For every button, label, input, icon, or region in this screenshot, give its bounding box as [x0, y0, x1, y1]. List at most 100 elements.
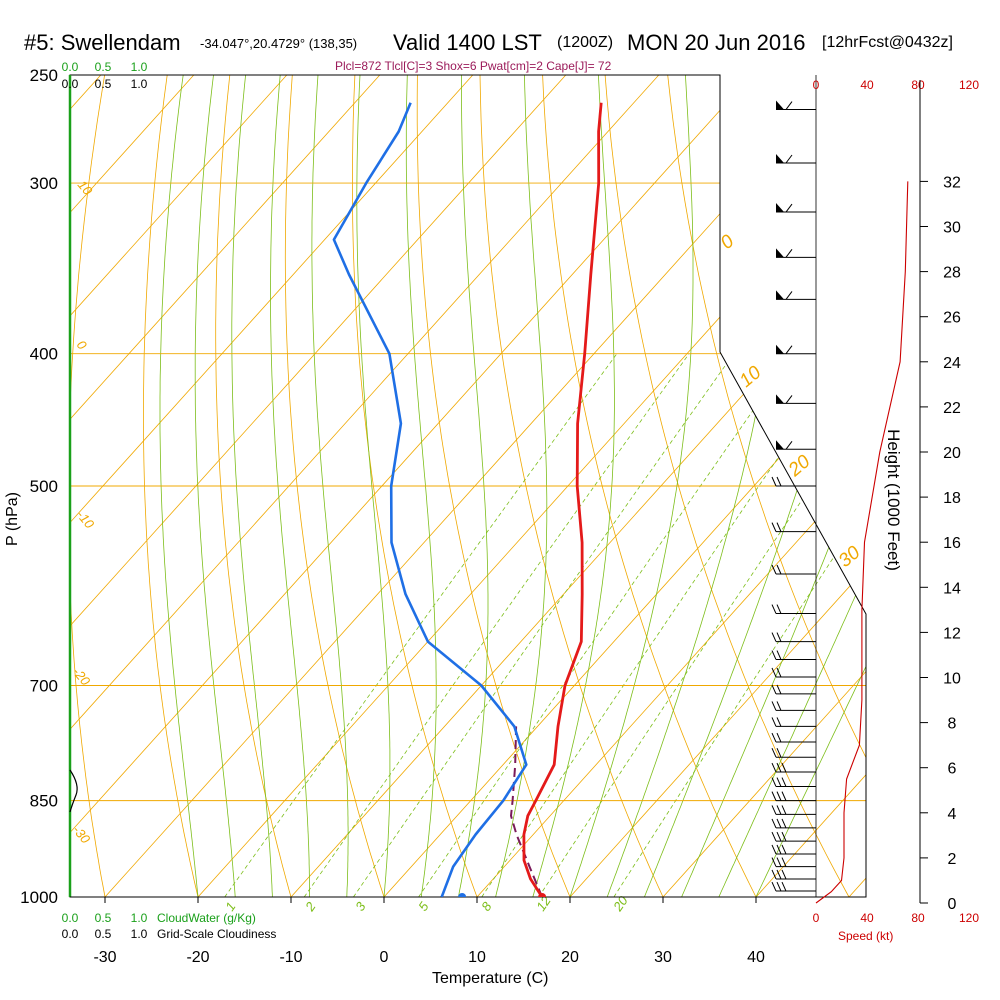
wind-barb-flag	[776, 667, 782, 678]
cloudiness-trace	[69, 769, 78, 813]
wind-barb-flag	[776, 762, 782, 773]
height-tick-label: 10	[943, 671, 961, 688]
speed-tick-top: 0	[813, 78, 820, 92]
isotherm-label: 0	[74, 337, 91, 353]
height-tick-label: 16	[943, 535, 961, 552]
isotherm-line	[662, 75, 866, 897]
wind-barb-flag	[771, 476, 777, 487]
wind-barb	[776, 440, 816, 450]
wind-barb-flag	[771, 564, 777, 575]
speed-tick-top: 120	[959, 78, 979, 92]
dry-adiabat-line	[541, 75, 772, 897]
x-tick-label: 20	[561, 949, 579, 966]
wind-barb-flag	[771, 604, 777, 614]
wind-barb-flag	[776, 844, 782, 855]
valid-utc: (1200Z)	[557, 34, 614, 51]
wind-barb-flag	[771, 667, 777, 678]
speed-tick-top: 40	[860, 78, 874, 92]
height-tick-label: 0	[948, 896, 957, 913]
wind-barb-flag	[776, 650, 782, 660]
valid-date: MON 20 Jun 2016	[627, 30, 806, 55]
isotherm-line	[848, 75, 866, 897]
moist-adiabat-line	[569, 75, 694, 897]
wind-barb	[776, 248, 816, 258]
wind-barb-pennant	[776, 203, 784, 213]
isotherm-line	[70, 75, 381, 897]
surface-dewpoint-dot	[458, 893, 467, 897]
height-tick-label: 4	[948, 806, 957, 823]
wind-barb-flag	[771, 701, 777, 711]
wind-barb-flag	[785, 345, 793, 354]
moist-adiabat-line	[270, 75, 311, 897]
wind-barb-flag	[771, 522, 777, 532]
mixing-ratio-label: 5	[415, 899, 432, 914]
cloud-water-tick-top: 1.0	[131, 60, 148, 74]
moist-adiabat-line	[159, 75, 199, 897]
dry-adiabat-label: 20	[784, 451, 815, 482]
wind-barb	[771, 869, 816, 880]
mixing-ratio-label: 20	[610, 893, 632, 915]
wind-barb-pennant	[776, 394, 784, 404]
station-title: #5: Swellendam	[24, 30, 181, 55]
speed-tick-top: 80	[911, 78, 925, 92]
height-tick-label: 8	[948, 716, 957, 733]
wind-barb-flag	[776, 791, 782, 801]
y-tick-label: 250	[30, 66, 58, 85]
wind-barb	[771, 632, 816, 643]
dry-adiabat-label: 30	[835, 542, 865, 572]
wind-barb-flag	[776, 818, 782, 829]
cloudiness-tick-top: 0.0	[62, 77, 79, 91]
cloudiness-tick-bottom: 0.0	[62, 927, 79, 941]
wind-barb-flag	[771, 684, 777, 695]
dewpoint-trace	[332, 102, 528, 897]
wind-barb-pennant	[776, 154, 784, 164]
height-tick-label: 22	[943, 400, 961, 417]
wind-barb-flag	[771, 818, 777, 829]
wind-barb-flag	[776, 881, 782, 892]
wind-barb	[771, 818, 816, 829]
wind-barb-flag	[771, 748, 777, 758]
wind-barb-flag	[771, 805, 777, 815]
wind-barb-flag	[771, 857, 777, 867]
wind-barb	[771, 476, 816, 487]
wind-barb-flag	[776, 732, 782, 743]
wind-barb	[776, 154, 816, 164]
cloud-water-tick-bottom: 1.0	[131, 911, 148, 925]
height-tick-label: 6	[948, 761, 957, 778]
wind-barb-pennant	[776, 440, 784, 450]
wind-barb-pennant	[776, 290, 784, 300]
dry-adiabat-line	[70, 75, 112, 897]
wind-barb-flag	[771, 844, 777, 855]
dry-adiabat-line	[664, 75, 866, 897]
moist-adiabat-line	[755, 75, 866, 897]
wind-barb	[771, 791, 816, 802]
wind-barb-flag	[776, 701, 782, 711]
height-tick-label: 18	[943, 490, 961, 507]
y-tick-label: 400	[30, 345, 58, 364]
wind-barb-flag	[771, 717, 777, 727]
dry-adiabat-line	[416, 75, 583, 897]
wind-barb-pennant	[776, 344, 784, 354]
wind-barb-flag	[785, 395, 793, 404]
wind-barb	[776, 394, 816, 404]
x-tick-label: -20	[186, 949, 209, 966]
height-tick-label: 24	[943, 355, 961, 372]
height-tick-label: 32	[943, 174, 961, 191]
wind-barb-flag	[776, 748, 782, 758]
wind-barb-flag	[781, 805, 787, 815]
wind-barb-flag	[776, 632, 782, 642]
cloudiness-tick-top: 0.5	[95, 77, 112, 91]
cloud-water-label: CloudWater (g/Kg)	[157, 911, 256, 925]
moist-adiabat-line	[458, 75, 489, 897]
wind-barb	[771, 857, 816, 868]
wind-barb	[771, 564, 816, 575]
wind-barb	[776, 344, 816, 355]
wind-barb-flag	[771, 831, 777, 842]
dry-adiabat-line	[479, 75, 677, 897]
x-tick-label: -10	[279, 949, 302, 966]
station-coords: -34.047°,20.4729° (138,35)	[200, 36, 358, 51]
wind-barb	[771, 522, 816, 533]
cloudiness-tick-bottom: 1.0	[131, 927, 148, 941]
surface-temperature-dot	[538, 893, 547, 897]
